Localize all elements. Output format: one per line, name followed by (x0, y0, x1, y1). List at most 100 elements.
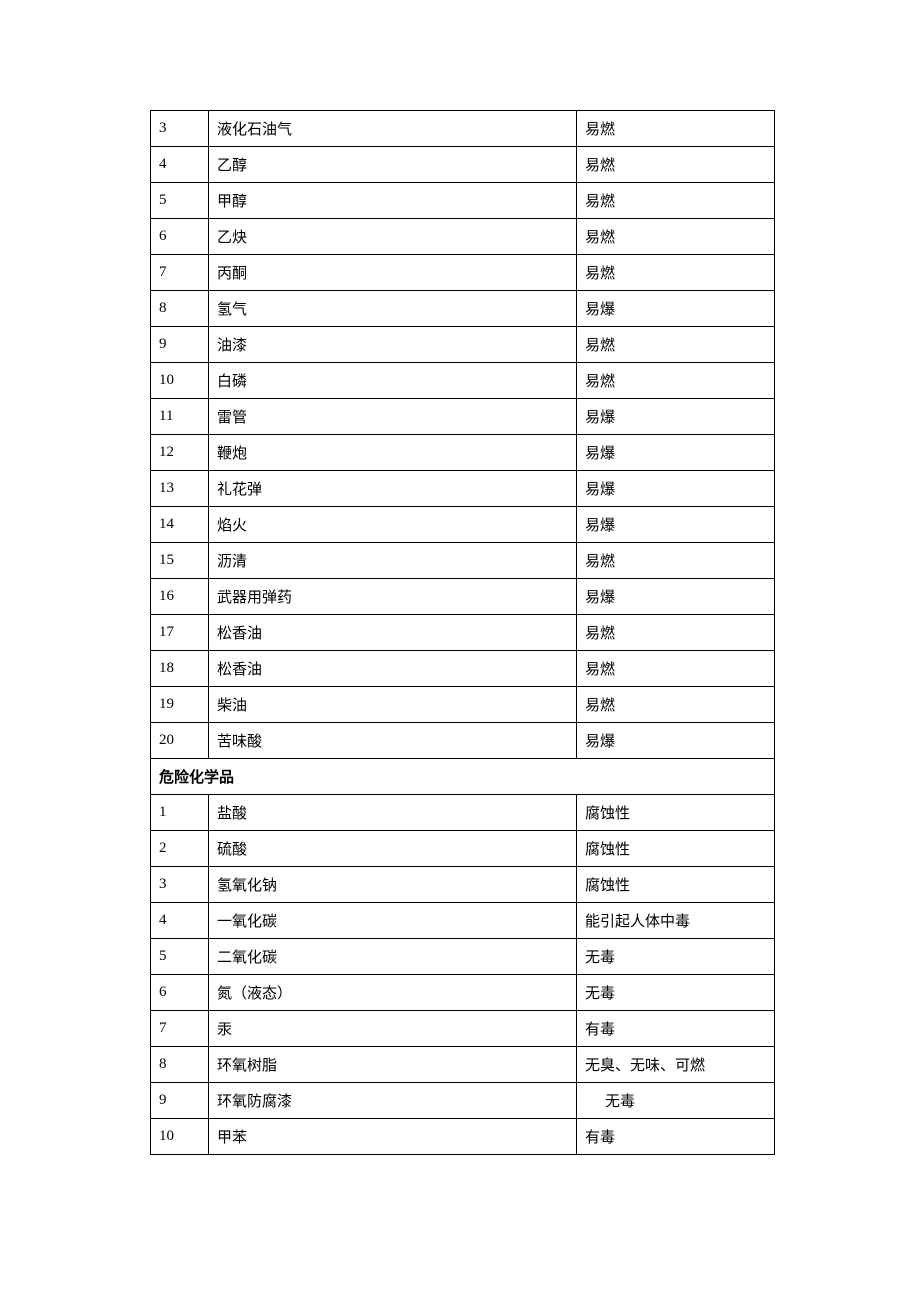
table-row: 20苦味酸易爆 (151, 723, 775, 759)
chemicals-table: 3液化石油气易燃4乙醇易燃5甲醇易燃6乙炔易燃7丙酮易燃8氢气易爆9油漆易燃10… (150, 110, 775, 1155)
table-row: 15沥清易燃 (151, 543, 775, 579)
chemical-property: 易燃 (577, 615, 775, 651)
section-header-row: 危险化学品 (151, 759, 775, 795)
table-row: 3液化石油气易燃 (151, 111, 775, 147)
row-number: 7 (151, 1011, 209, 1047)
table-row: 14焰火易爆 (151, 507, 775, 543)
row-number: 2 (151, 831, 209, 867)
row-number: 15 (151, 543, 209, 579)
table-row: 9油漆易燃 (151, 327, 775, 363)
chemical-name: 液化石油气 (209, 111, 577, 147)
table-row: 5甲醇易燃 (151, 183, 775, 219)
table-row: 19柴油易燃 (151, 687, 775, 723)
chemical-property: 有毒 (577, 1011, 775, 1047)
table-row: 5二氧化碳无毒 (151, 939, 775, 975)
row-number: 11 (151, 399, 209, 435)
chemical-name: 焰火 (209, 507, 577, 543)
chemical-property: 无毒 (577, 1083, 775, 1119)
row-number: 5 (151, 939, 209, 975)
chemical-property: 易燃 (577, 219, 775, 255)
chemical-property: 腐蚀性 (577, 795, 775, 831)
table-row: 16武器用弹药易爆 (151, 579, 775, 615)
row-number: 9 (151, 1083, 209, 1119)
row-number: 1 (151, 795, 209, 831)
table-row: 4乙醇易燃 (151, 147, 775, 183)
chemical-name: 氮（液态） (209, 975, 577, 1011)
chemical-name: 乙炔 (209, 219, 577, 255)
row-number: 7 (151, 255, 209, 291)
chemical-property: 腐蚀性 (577, 831, 775, 867)
table-row: 10白磷易燃 (151, 363, 775, 399)
table-row: 18松香油易燃 (151, 651, 775, 687)
chemical-name: 白磷 (209, 363, 577, 399)
row-number: 6 (151, 975, 209, 1011)
row-number: 4 (151, 147, 209, 183)
chemical-property: 易爆 (577, 507, 775, 543)
row-number: 10 (151, 363, 209, 399)
chemical-name: 环氧树脂 (209, 1047, 577, 1083)
table-row: 8环氧树脂无臭、无味、可燃 (151, 1047, 775, 1083)
table-row: 17松香油易燃 (151, 615, 775, 651)
table-row: 2硫酸腐蚀性 (151, 831, 775, 867)
chemical-name: 雷管 (209, 399, 577, 435)
chemical-property: 无臭、无味、可燃 (577, 1047, 775, 1083)
row-number: 6 (151, 219, 209, 255)
row-number: 12 (151, 435, 209, 471)
row-number: 16 (151, 579, 209, 615)
chemical-name: 武器用弹药 (209, 579, 577, 615)
chemical-name: 氢气 (209, 291, 577, 327)
row-number: 10 (151, 1119, 209, 1155)
section-header: 危险化学品 (151, 759, 775, 795)
table-row: 6乙炔易燃 (151, 219, 775, 255)
table-row: 7丙酮易燃 (151, 255, 775, 291)
table-row: 8氢气易爆 (151, 291, 775, 327)
chemical-property: 有毒 (577, 1119, 775, 1155)
table-row: 7汞有毒 (151, 1011, 775, 1047)
chemical-property: 易爆 (577, 723, 775, 759)
row-number: 18 (151, 651, 209, 687)
chemical-property: 易燃 (577, 651, 775, 687)
row-number: 8 (151, 291, 209, 327)
chemical-name: 汞 (209, 1011, 577, 1047)
chemical-name: 鞭炮 (209, 435, 577, 471)
table-row: 11雷管易爆 (151, 399, 775, 435)
chemical-property: 易爆 (577, 435, 775, 471)
chemical-name: 松香油 (209, 615, 577, 651)
chemical-property: 易燃 (577, 363, 775, 399)
table-row: 9环氧防腐漆无毒 (151, 1083, 775, 1119)
table-row: 10甲苯有毒 (151, 1119, 775, 1155)
chemical-name: 氢氧化钠 (209, 867, 577, 903)
chemical-property: 易燃 (577, 255, 775, 291)
chemical-property: 易燃 (577, 687, 775, 723)
chemical-name: 环氧防腐漆 (209, 1083, 577, 1119)
chemical-name: 甲醇 (209, 183, 577, 219)
row-number: 3 (151, 111, 209, 147)
chemical-property: 易燃 (577, 147, 775, 183)
table-row: 12鞭炮易爆 (151, 435, 775, 471)
chemical-name: 甲苯 (209, 1119, 577, 1155)
row-number: 19 (151, 687, 209, 723)
row-number: 9 (151, 327, 209, 363)
row-number: 4 (151, 903, 209, 939)
row-number: 17 (151, 615, 209, 651)
chemical-property: 易燃 (577, 111, 775, 147)
chemical-property: 易燃 (577, 183, 775, 219)
row-number: 8 (151, 1047, 209, 1083)
chemical-property: 无毒 (577, 975, 775, 1011)
chemical-name: 苦味酸 (209, 723, 577, 759)
row-number: 3 (151, 867, 209, 903)
chemical-name: 丙酮 (209, 255, 577, 291)
chemical-name: 沥清 (209, 543, 577, 579)
chemical-name: 二氧化碳 (209, 939, 577, 975)
chemical-property: 易爆 (577, 471, 775, 507)
chemical-property: 易爆 (577, 291, 775, 327)
chemical-property: 易燃 (577, 327, 775, 363)
chemical-name: 礼花弹 (209, 471, 577, 507)
table-row: 4一氧化碳能引起人体中毒 (151, 903, 775, 939)
table-row: 13礼花弹易爆 (151, 471, 775, 507)
chemical-property: 易爆 (577, 399, 775, 435)
chemical-property: 无毒 (577, 939, 775, 975)
table-row: 3氢氧化钠腐蚀性 (151, 867, 775, 903)
chemical-name: 硫酸 (209, 831, 577, 867)
row-number: 20 (151, 723, 209, 759)
